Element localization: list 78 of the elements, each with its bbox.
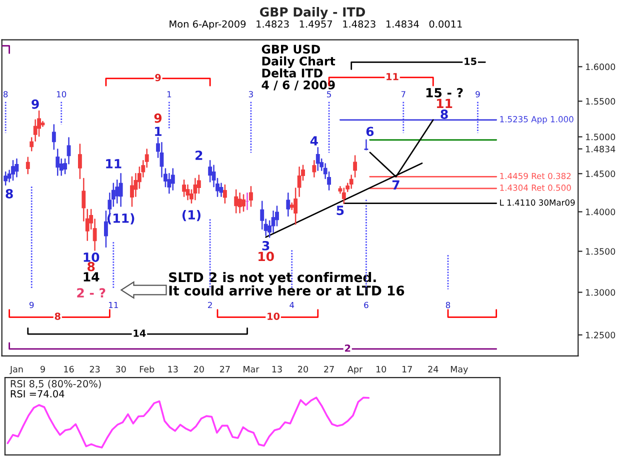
annotation: 6 [366,126,374,136]
annotation: 10 [56,91,66,98]
y-tick-label: 1.6000 [586,64,616,70]
chart-title: GBP Daily - ITD [260,7,365,20]
y-tick-label: 1.5000 [586,134,616,140]
y-tick-label: 1.5500 [586,98,616,105]
x-tick-label: 9 [40,366,45,372]
annotation: 9 [155,74,161,82]
text: RSI =74.04 [10,390,64,398]
annotation: 2 [208,302,212,308]
annotation: 14 [134,330,146,337]
x-tick-label: Feb [140,366,154,372]
annotation: 3 [262,240,270,250]
annotation: 10 [258,252,274,262]
y-tick-label: 1.2500 [586,332,616,338]
annotation: 7 [401,91,406,98]
annotation: 15 [464,58,476,65]
annotation: 5 [327,91,331,98]
x-tick-label: 27 [324,366,334,372]
annotation: 8 [6,189,13,198]
annotation: 8 [446,302,450,308]
annotation: 2 [345,344,350,352]
annotation: 14 [84,272,100,282]
annotation: GBP USD Daily Chart Delta ITD 4 / 6 / 2009 [262,44,336,90]
annotation: 11 [109,302,118,308]
annotation: 4 [310,136,318,146]
annotation: 11 [106,159,122,168]
text: Mon 6-Apr-2009 1.4823 1.4957 1.4823 1.4834 0.0011 [170,20,462,30]
y-tick-label: 1.4000 [586,208,616,216]
series-label: L 1.4110 30Mar09 [500,199,575,206]
x-tick-label: 24 [428,366,438,372]
x-tick-label: 16 [64,366,74,372]
y-tick-label: 1.3000 [586,289,616,296]
annotation: 8 [440,110,448,119]
annotation: 9 [29,302,34,308]
y-tick-label: 1.3500 [586,248,616,255]
annotation: 10 [84,252,100,262]
x-tick-label: Jan [10,366,23,374]
y-tick-label: 1.4500 [586,170,616,178]
annotation: 8 [88,262,95,272]
x-tick-label: 30 [116,366,126,372]
annotation: 4 [290,302,294,308]
annotation: 6 [364,302,368,308]
series-label: 1.4304 Ret 0.500 [500,184,571,191]
annotation: 8 [54,312,60,320]
x-tick-label: 17 [402,366,412,372]
y-tick-label: 1.4834 [586,146,616,152]
x-tick-label: May [450,366,468,374]
x-tick-label: 20 [194,366,204,372]
annotation: 11 [386,73,398,80]
series-label: 1.4459 Ret 0.382 [500,172,571,180]
annotation: 9 [476,91,480,98]
x-tick-label: 13 [168,366,178,372]
annotation: 3 [248,91,253,98]
chart-title: RSI 8,5 (80%-20%) [10,380,101,389]
x-tick-label: 23 [90,366,100,372]
x-tick-label: 27 [220,366,230,372]
x-tick-label: Mar [244,366,260,372]
annotation: 1 [155,126,162,136]
x-tick-label: 13 [272,366,282,372]
annotation: (11) [108,213,134,224]
x-tick-label: Apr [348,366,363,374]
annotation: SLTD 2 is not yet confirmed. It could arrive here or at LTD 16 [169,272,404,296]
annotation: 9 [32,99,39,109]
annotation: 8 [4,91,8,98]
annotation: 9 [154,113,162,123]
annotation: 10 [268,312,280,320]
annotation: 5 [336,206,344,216]
series-label: 1.5235 App 1.000 [500,116,574,124]
annotation: 2 [196,150,202,160]
annotation: 2 - ? [77,288,106,298]
x-tick-label: 20 [298,366,308,372]
annotation: 15 - ? [426,88,463,98]
x-tick-label: 10 [376,366,386,372]
annotation: 11 [437,98,452,108]
annotation: 1 [167,91,172,98]
annotation: 7 [392,180,400,190]
annotation: (1) [182,210,200,222]
